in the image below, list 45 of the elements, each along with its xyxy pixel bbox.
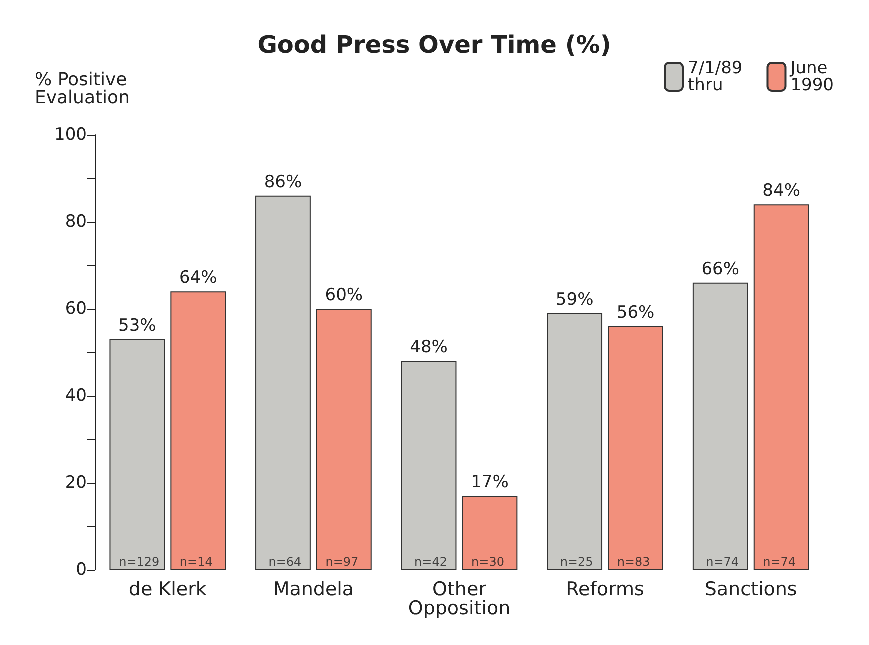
bar — [547, 313, 603, 570]
chart-title: Good Press Over Time (%) — [258, 31, 612, 59]
data-label: 56% — [616, 302, 655, 323]
y-tick-label: 60 — [65, 299, 87, 319]
y-tick-label: 40 — [65, 386, 87, 406]
y-tick-label: 100 — [54, 125, 87, 145]
bar — [754, 204, 810, 570]
bar — [608, 326, 664, 570]
data-label: 86% — [264, 172, 302, 192]
data-label: 53% — [118, 316, 156, 336]
data-label: 60% — [325, 286, 364, 306]
bar — [401, 361, 457, 570]
data-label: 64% — [179, 268, 218, 288]
bar — [462, 496, 518, 570]
data-label: 48% — [410, 338, 448, 358]
data-label: 59% — [556, 290, 594, 310]
x-tick-label: Other Opposition — [408, 578, 511, 620]
annotation: n=129 — [119, 555, 160, 569]
bar — [316, 309, 372, 570]
annotation: n=14 — [180, 555, 213, 569]
bar — [110, 339, 166, 570]
data-label: 84% — [762, 181, 800, 202]
annotation: n=74 — [763, 555, 796, 569]
y-tick-label: 20 — [65, 473, 87, 493]
annotation: n=30 — [472, 555, 504, 569]
annotation: n=64 — [268, 555, 302, 569]
bar — [170, 292, 226, 570]
data-label: 66% — [702, 259, 740, 280]
annotation: n=42 — [414, 555, 448, 569]
x-tick-label: Reforms — [566, 578, 644, 600]
bar — [692, 282, 748, 570]
annotation: n=25 — [560, 555, 594, 569]
x-tick-label: Sanctions — [704, 578, 798, 600]
y-tick-label: 0 — [76, 560, 87, 580]
data-label: 17% — [471, 472, 509, 493]
annotation: n=83 — [617, 555, 650, 569]
x-tick-label: de Klerk — [128, 578, 207, 600]
legend-label: June 1990 — [790, 58, 834, 96]
annotation: n=74 — [706, 555, 740, 569]
y-axis-title: % Positive Evaluation — [35, 70, 130, 108]
y-tick-label: 80 — [65, 212, 87, 232]
x-tick-label: Mandela — [273, 578, 354, 600]
bar — [256, 196, 311, 570]
legend-label: 7/1/89 thru — [688, 58, 743, 96]
annotation: n=97 — [326, 555, 359, 569]
